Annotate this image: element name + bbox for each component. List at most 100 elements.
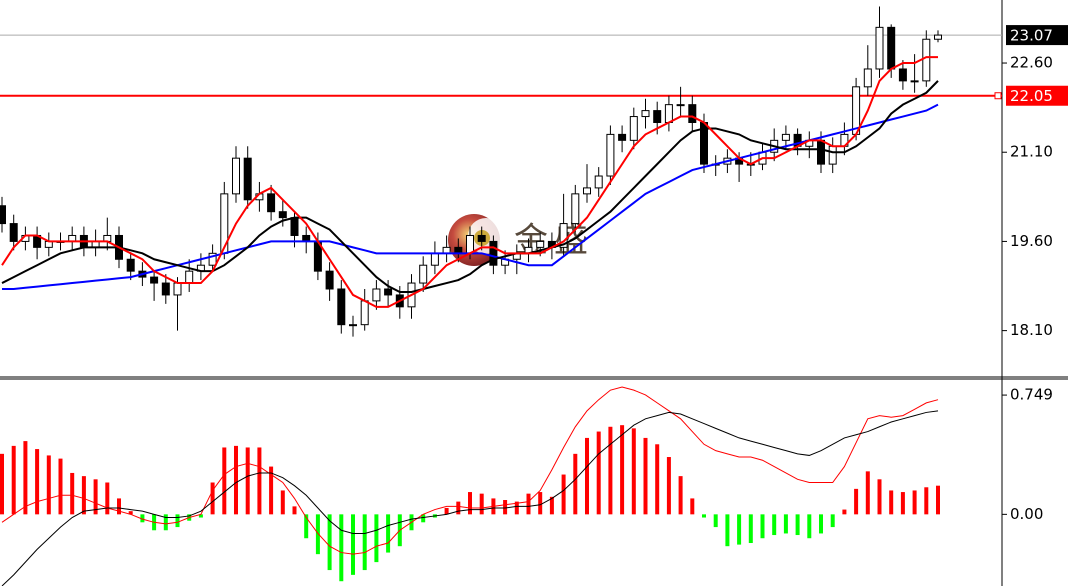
histogram-bar [655,444,660,515]
watermark-text: 金盛 [514,221,594,261]
y-tick-label: 18.10 [1010,321,1053,339]
histogram-bar [666,457,671,515]
histogram-bar [163,514,168,531]
candle-body [9,223,18,242]
line-series [1,80,939,293]
histogram-bar [620,425,625,515]
candle-body [910,80,919,83]
candle-body [688,104,697,123]
candle-body [466,234,474,254]
histogram-bar [198,514,203,518]
histogram-bar [456,501,461,515]
hline-box [1006,85,1068,106]
histogram-bar [865,471,870,515]
candle-body [337,288,346,326]
candle-body [267,193,276,213]
candle-body [384,288,393,296]
candle-body [243,157,252,201]
histogram-bar [503,500,508,515]
candle-body [863,68,872,88]
candle-body [922,38,931,82]
histogram-bar [11,445,16,515]
candle-body [185,270,194,284]
candle-body [653,110,662,123]
candle-body [349,324,357,327]
candle-body [489,240,498,266]
candle-body [208,252,217,266]
y-tick-label: 21.10 [1010,143,1053,161]
histogram-bar [514,501,519,515]
candle-body [898,68,907,82]
y-tick-label: 19.60 [1010,232,1053,250]
histogram-bar [702,514,706,518]
candle-body [360,300,369,326]
candle-body [571,193,580,225]
histogram-bar [280,490,285,515]
candle-body [325,270,334,290]
histogram-bar [245,447,250,515]
histogram-bar [772,514,777,536]
histogram-bar [631,428,636,515]
line-series [1,410,939,586]
histogram-bar [468,492,472,515]
candle-body [173,282,182,296]
histogram-bar [854,488,859,515]
histogram-bar [0,453,4,515]
candle-body [618,133,627,141]
histogram-bar [561,474,566,515]
histogram-bar [140,514,145,523]
hline-marker [994,92,1002,100]
histogram-bar [175,514,180,528]
histogram-bar [889,490,894,515]
candle-body [419,264,428,284]
histogram-bar [924,487,929,515]
y-tick-label: 0.749 [1010,386,1053,404]
histogram-bar [842,509,847,515]
histogram-bar [526,493,531,515]
histogram-bar [58,458,63,515]
candle-body [676,104,685,107]
histogram-bar [327,514,332,571]
candle-body [161,282,170,296]
candle-body [0,205,6,225]
candle-body [875,26,884,70]
candle-body [664,104,673,123]
histogram-bar [46,455,51,515]
y-tick-label: 22.60 [1010,54,1053,72]
histogram-bar [877,479,882,515]
histogram-bar [608,426,613,515]
candle-body [781,133,790,141]
histogram-bar [444,507,449,515]
histogram-bar [713,514,718,528]
candle-body [817,139,825,165]
last-price-box [1006,25,1068,46]
candle-body [278,211,287,219]
line-series [1,386,939,555]
histogram-bar [23,441,28,515]
candle-body [934,34,942,40]
histogram-bar [362,514,367,571]
histogram-bar [351,514,355,575]
histogram-bar [748,514,753,544]
candle-body [126,258,135,272]
histogram-bar [690,498,695,515]
histogram-bar [304,514,309,539]
histogram-bar [210,482,215,515]
histogram-bar [725,514,730,547]
histogram-bar [737,514,742,545]
histogram-bar [128,511,133,515]
histogram-bar [678,476,683,515]
histogram-bar [339,514,344,582]
candle-body [594,175,603,189]
candle-body [583,187,591,195]
candle-body [372,288,381,302]
last-price-label: 23.07 [1010,27,1053,45]
histogram-bar [269,466,274,515]
histogram-bar [315,514,320,555]
candle-body [150,276,159,284]
candle-body [536,240,545,248]
histogram-bar [900,492,905,515]
candle-body [828,145,837,165]
